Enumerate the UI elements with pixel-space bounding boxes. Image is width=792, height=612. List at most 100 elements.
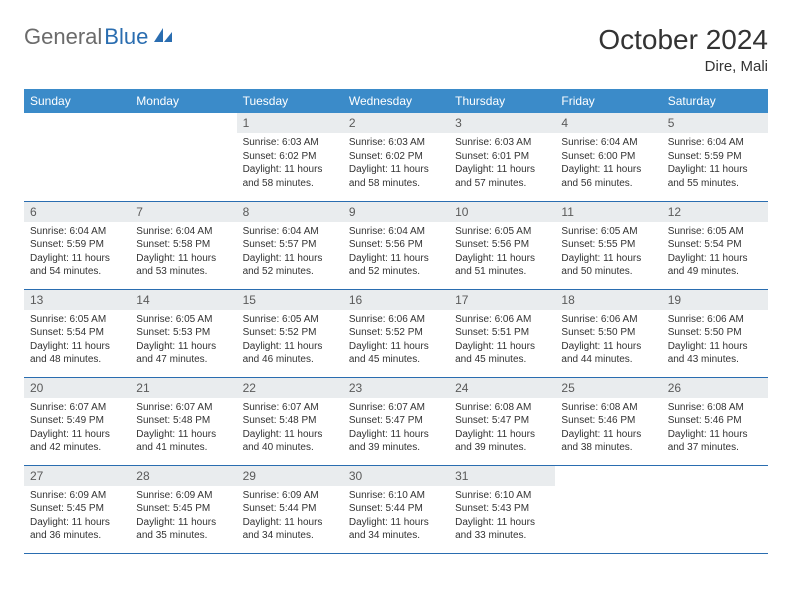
- month-title: October 2024: [598, 24, 768, 56]
- daylight-text: Daylight: 11 hours and 33 minutes.: [455, 516, 549, 543]
- day-body: Sunrise: 6:05 AMSunset: 5:52 PMDaylight:…: [237, 310, 343, 373]
- day-number: 8: [237, 202, 343, 222]
- sunrise-text: Sunrise: 6:04 AM: [668, 136, 762, 150]
- day-body: Sunrise: 6:05 AMSunset: 5:53 PMDaylight:…: [130, 310, 236, 373]
- daylight-text: Daylight: 11 hours and 36 minutes.: [30, 516, 124, 543]
- sunrise-text: Sunrise: 6:10 AM: [455, 489, 549, 503]
- calendar-cell: [130, 113, 236, 201]
- sunset-text: Sunset: 5:52 PM: [243, 326, 337, 340]
- calendar-cell: [24, 113, 130, 201]
- sunrise-text: Sunrise: 6:05 AM: [243, 313, 337, 327]
- sunrise-text: Sunrise: 6:04 AM: [561, 136, 655, 150]
- sunrise-text: Sunrise: 6:04 AM: [136, 225, 230, 239]
- daylight-text: Daylight: 11 hours and 44 minutes.: [561, 340, 655, 367]
- day-number: 20: [24, 378, 130, 398]
- day-number: 6: [24, 202, 130, 222]
- day-body: Sunrise: 6:05 AMSunset: 5:54 PMDaylight:…: [662, 222, 768, 285]
- sunrise-text: Sunrise: 6:07 AM: [349, 401, 443, 415]
- sunset-text: Sunset: 5:50 PM: [668, 326, 762, 340]
- calendar-cell: 26Sunrise: 6:08 AMSunset: 5:46 PMDayligh…: [662, 377, 768, 465]
- day-body: Sunrise: 6:06 AMSunset: 5:50 PMDaylight:…: [555, 310, 661, 373]
- daylight-text: Daylight: 11 hours and 51 minutes.: [455, 252, 549, 279]
- day-body: Sunrise: 6:09 AMSunset: 5:45 PMDaylight:…: [130, 486, 236, 549]
- day-body: Sunrise: 6:04 AMSunset: 5:57 PMDaylight:…: [237, 222, 343, 285]
- day-body: Sunrise: 6:07 AMSunset: 5:47 PMDaylight:…: [343, 398, 449, 461]
- day-number: 25: [555, 378, 661, 398]
- sunrise-text: Sunrise: 6:07 AM: [243, 401, 337, 415]
- calendar-cell: 14Sunrise: 6:05 AMSunset: 5:53 PMDayligh…: [130, 289, 236, 377]
- day-number: 26: [662, 378, 768, 398]
- sunrise-text: Sunrise: 6:05 AM: [30, 313, 124, 327]
- day-body: Sunrise: 6:07 AMSunset: 5:49 PMDaylight:…: [24, 398, 130, 461]
- calendar-cell: 9Sunrise: 6:04 AMSunset: 5:56 PMDaylight…: [343, 201, 449, 289]
- sunrise-text: Sunrise: 6:04 AM: [30, 225, 124, 239]
- calendar-cell: [555, 465, 661, 553]
- day-body: Sunrise: 6:07 AMSunset: 5:48 PMDaylight:…: [237, 398, 343, 461]
- sunset-text: Sunset: 5:43 PM: [455, 502, 549, 516]
- daylight-text: Daylight: 11 hours and 52 minutes.: [349, 252, 443, 279]
- sunset-text: Sunset: 5:49 PM: [30, 414, 124, 428]
- day-number: 29: [237, 466, 343, 486]
- weekday-header: Thursday: [449, 89, 555, 113]
- sunrise-text: Sunrise: 6:05 AM: [668, 225, 762, 239]
- weekday-header: Friday: [555, 89, 661, 113]
- calendar-cell: 30Sunrise: 6:10 AMSunset: 5:44 PMDayligh…: [343, 465, 449, 553]
- sunrise-text: Sunrise: 6:04 AM: [349, 225, 443, 239]
- daylight-text: Daylight: 11 hours and 52 minutes.: [243, 252, 337, 279]
- daylight-text: Daylight: 11 hours and 40 minutes.: [243, 428, 337, 455]
- daylight-text: Daylight: 11 hours and 41 minutes.: [136, 428, 230, 455]
- calendar-cell: 31 Sunrise: 6:10 AMSunset: 5:43 PMDayligh…: [449, 465, 555, 553]
- daylight-text: Daylight: 11 hours and 42 minutes.: [30, 428, 124, 455]
- weekday-header: Saturday: [662, 89, 768, 113]
- day-body: Sunrise: 6:04 AMSunset: 5:58 PMDaylight:…: [130, 222, 236, 285]
- day-number: 2: [343, 113, 449, 133]
- sunset-text: Sunset: 5:48 PM: [136, 414, 230, 428]
- sunrise-text: Sunrise: 6:08 AM: [668, 401, 762, 415]
- daylight-text: Daylight: 11 hours and 58 minutes.: [349, 163, 443, 190]
- calendar-cell: 29Sunrise: 6:09 AMSunset: 5:44 PMDayligh…: [237, 465, 343, 553]
- calendar-cell: 5Sunrise: 6:04 AMSunset: 5:59 PMDaylight…: [662, 113, 768, 201]
- calendar-cell: 1Sunrise: 6:03 AMSunset: 6:02 PMDaylight…: [237, 113, 343, 201]
- day-number: 24: [449, 378, 555, 398]
- daylight-text: Daylight: 11 hours and 50 minutes.: [561, 252, 655, 279]
- logo-text-blue: Blue: [104, 24, 148, 50]
- day-body: Sunrise: 6:05 AMSunset: 5:55 PMDaylight:…: [555, 222, 661, 285]
- sunset-text: Sunset: 5:45 PM: [30, 502, 124, 516]
- sunset-text: Sunset: 5:59 PM: [30, 238, 124, 252]
- sunset-text: Sunset: 5:46 PM: [561, 414, 655, 428]
- sunrise-text: Sunrise: 6:06 AM: [455, 313, 549, 327]
- sunrise-text: Sunrise: 6:07 AM: [30, 401, 124, 415]
- weekday-header: Sunday: [24, 89, 130, 113]
- sunset-text: Sunset: 5:53 PM: [136, 326, 230, 340]
- day-number: 31: [449, 466, 555, 486]
- day-body: Sunrise: 6:05 AMSunset: 5:56 PMDaylight:…: [449, 222, 555, 285]
- sunset-text: Sunset: 6:02 PM: [243, 150, 337, 164]
- sunrise-text: Sunrise: 6:05 AM: [561, 225, 655, 239]
- calendar-cell: 18Sunrise: 6:06 AMSunset: 5:50 PMDayligh…: [555, 289, 661, 377]
- daylight-text: Daylight: 11 hours and 45 minutes.: [349, 340, 443, 367]
- daylight-text: Daylight: 11 hours and 39 minutes.: [349, 428, 443, 455]
- sunset-text: Sunset: 5:44 PM: [349, 502, 443, 516]
- calendar-cell: 7Sunrise: 6:04 AMSunset: 5:58 PMDaylight…: [130, 201, 236, 289]
- day-number: 12: [662, 202, 768, 222]
- day-body: Sunrise: 6:06 AMSunset: 5:52 PMDaylight:…: [343, 310, 449, 373]
- daylight-text: Daylight: 11 hours and 54 minutes.: [30, 252, 124, 279]
- calendar-cell: 23Sunrise: 6:07 AMSunset: 5:47 PMDayligh…: [343, 377, 449, 465]
- sunset-text: Sunset: 5:58 PM: [136, 238, 230, 252]
- sunset-text: Sunset: 5:50 PM: [561, 326, 655, 340]
- day-number: 14: [130, 290, 236, 310]
- calendar-cell: 25Sunrise: 6:08 AMSunset: 5:46 PMDayligh…: [555, 377, 661, 465]
- day-number: 16: [343, 290, 449, 310]
- day-body: Sunrise: 6:04 AMSunset: 5:56 PMDaylight:…: [343, 222, 449, 285]
- day-body: Sunrise: 6:08 AMSunset: 5:47 PMDaylight:…: [449, 398, 555, 461]
- day-number: 13: [24, 290, 130, 310]
- calendar-cell: 12Sunrise: 6:05 AMSunset: 5:54 PMDayligh…: [662, 201, 768, 289]
- daylight-text: Daylight: 11 hours and 53 minutes.: [136, 252, 230, 279]
- sunset-text: Sunset: 5:47 PM: [349, 414, 443, 428]
- weekday-row: SundayMondayTuesdayWednesdayThursdayFrid…: [24, 89, 768, 113]
- daylight-text: Daylight: 11 hours and 49 minutes.: [668, 252, 762, 279]
- day-number: 11: [555, 202, 661, 222]
- weekday-header: Wednesday: [343, 89, 449, 113]
- calendar-cell: 10Sunrise: 6:05 AMSunset: 5:56 PMDayligh…: [449, 201, 555, 289]
- day-body: Sunrise: 6:05 AMSunset: 5:54 PMDaylight:…: [24, 310, 130, 373]
